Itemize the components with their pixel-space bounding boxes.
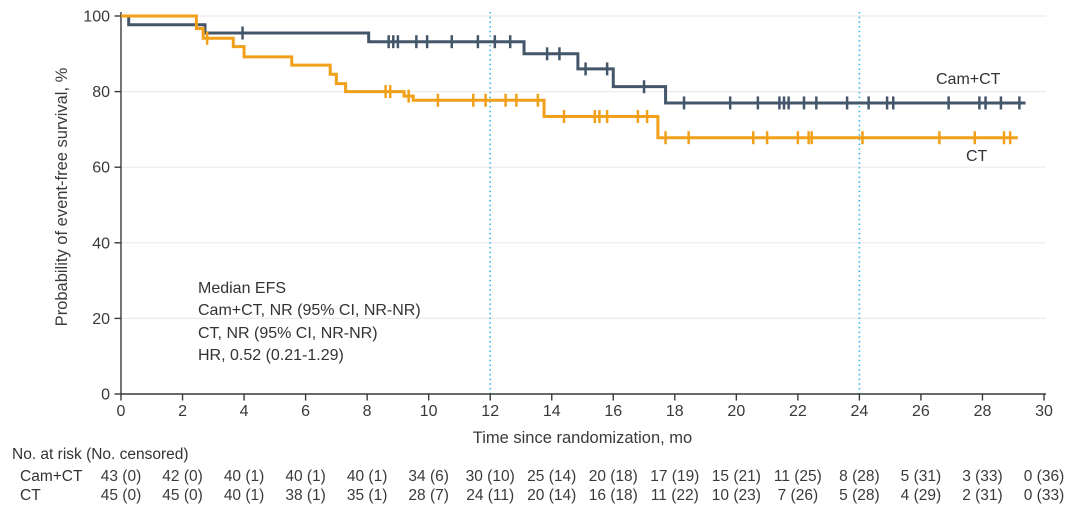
x-tick-label: 30 (1035, 403, 1053, 420)
risk-cell-ct-m14: 20 (14) (527, 487, 576, 504)
x-tick-label: 28 (974, 403, 992, 420)
x-tick-label: 16 (604, 403, 622, 420)
km-curve-camct (121, 14, 1026, 105)
risk-row-label-camct: Cam+CT (20, 468, 83, 485)
risk-cell-camct-m6: 40 (1) (285, 468, 326, 485)
x-tick-label: 22 (789, 403, 807, 420)
risk-cell-camct-m0: 43 (0) (101, 468, 142, 485)
risk-cell-ct-m26: 4 (29) (901, 487, 942, 504)
x-tick-label: 4 (240, 403, 249, 420)
x-tick-label: 18 (666, 403, 684, 420)
risk-cell-ct-m8: 35 (1) (347, 487, 388, 504)
risk-cell-camct-m26: 5 (31) (901, 468, 942, 485)
y-tick-label: 0 (101, 387, 110, 404)
risk-cell-camct-m14: 25 (14) (527, 468, 576, 485)
x-tick-label: 24 (851, 403, 869, 420)
x-tick-label: 14 (543, 403, 561, 420)
annotation-line-hr: HR, 0.52 (0.21-1.29) (198, 346, 344, 364)
risk-cell-camct-m12: 30 (10) (466, 468, 515, 485)
risk-cell-camct-m22: 11 (25) (774, 468, 822, 485)
annotation-line-camct: Cam+CT, NR (95% CI, NR-NR) (198, 302, 421, 320)
risk-cell-camct-m30: 0 (36) (1024, 468, 1065, 485)
y-tick-label: 80 (92, 84, 110, 101)
risk-cell-ct-m12: 24 (11) (466, 487, 514, 504)
risk-cell-ct-m28: 2 (31) (962, 487, 1003, 504)
risk-cell-ct-m30: 0 (33) (1024, 487, 1065, 504)
risk-cell-ct-m18: 11 (22) (651, 487, 699, 504)
y-axis-title: Probability of event-free survival, % (53, 67, 71, 327)
curve-label-ct: CT (966, 148, 988, 165)
risk-cell-camct-m18: 17 (19) (650, 468, 699, 485)
y-tick-label: 40 (92, 235, 110, 252)
risk-cell-camct-m16: 20 (18) (589, 468, 638, 485)
x-tick-label: 2 (178, 403, 187, 420)
risk-cell-ct-m16: 16 (18) (589, 487, 638, 504)
x-tick-label: 10 (420, 403, 438, 420)
risk-cell-camct-m20: 15 (21) (712, 468, 761, 485)
risk-cell-camct-m28: 3 (33) (962, 468, 1003, 485)
risk-table-header: No. at risk (No. censored) (12, 446, 189, 463)
x-tick-label: 6 (301, 403, 310, 420)
x-tick-label: 26 (912, 403, 930, 420)
risk-cell-camct-m24: 8 (28) (839, 468, 880, 485)
risk-cell-ct-m22: 7 (26) (778, 487, 819, 504)
x-tick-label: 0 (117, 403, 126, 420)
annotation-line-ct: CT, NR (95% CI, NR-NR) (198, 324, 378, 342)
risk-cell-ct-m4: 40 (1) (224, 487, 265, 504)
risk-cell-ct-m24: 5 (28) (839, 487, 880, 504)
risk-cell-ct-m6: 38 (1) (285, 487, 326, 504)
y-tick-label: 20 (92, 311, 110, 328)
risk-cell-ct-m10: 28 (7) (408, 487, 449, 504)
risk-cell-ct-m0: 45 (0) (101, 487, 142, 504)
risk-cell-camct-m10: 34 (6) (408, 468, 449, 485)
x-tick-label: 20 (727, 403, 745, 420)
risk-cell-camct-m8: 40 (1) (347, 468, 388, 485)
risk-cell-ct-m20: 10 (23) (712, 487, 761, 504)
risk-cell-ct-m2: 45 (0) (162, 487, 203, 504)
x-tick-label: 8 (363, 403, 372, 420)
x-tick-label: 12 (481, 403, 499, 420)
annotation-line-median: Median EFS (198, 280, 287, 297)
risk-cell-camct-m4: 40 (1) (224, 468, 265, 485)
curve-label-camct: Cam+CT (936, 71, 1001, 88)
y-tick-label: 100 (83, 9, 110, 26)
y-tick-label: 60 (92, 160, 110, 177)
risk-row-label-ct: CT (20, 487, 41, 504)
median-efs-annotation: Median EFS Cam+CT, NR (95% CI, NR-NR) CT… (198, 278, 421, 367)
risk-cell-camct-m2: 42 (0) (162, 468, 203, 485)
x-axis-title: Time since randomization, mo (472, 429, 693, 447)
